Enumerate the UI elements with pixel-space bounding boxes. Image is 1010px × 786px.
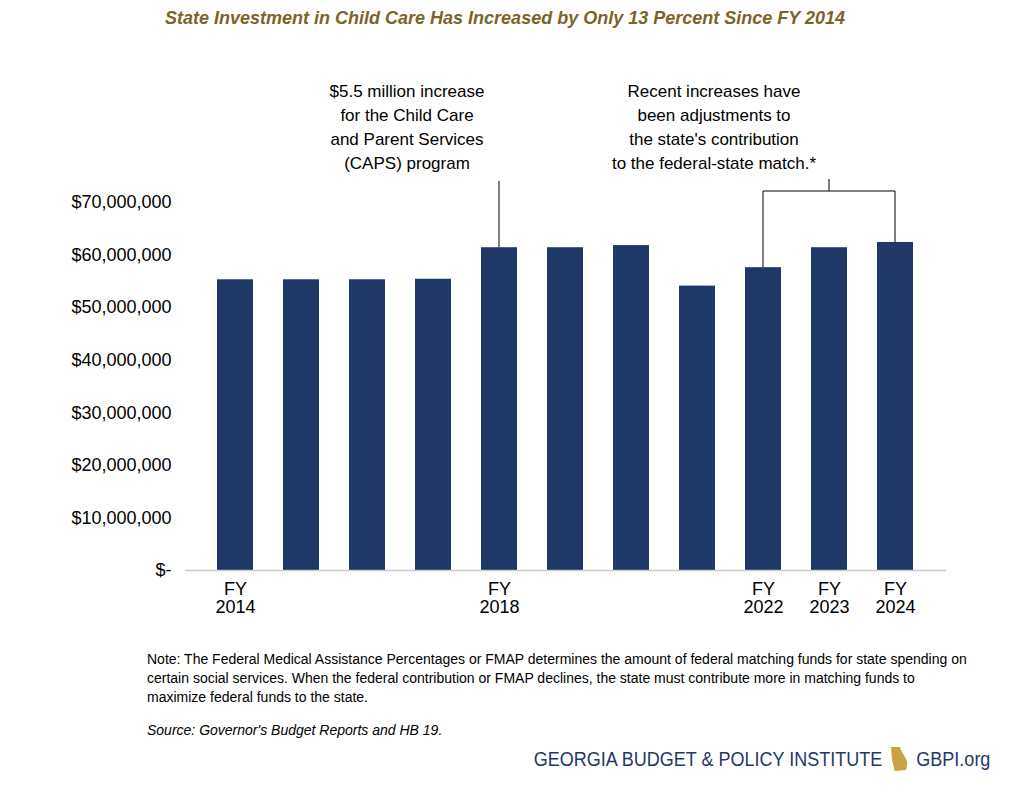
svg-text:Recent increases havebeen adju: Recent increases havebeen adjustments to… (612, 82, 816, 173)
svg-text:$-: $- (155, 560, 171, 580)
svg-text:$70,000,000: $70,000,000 (71, 192, 171, 212)
svg-text:$5.5 million increasefor the C: $5.5 million increasefor the Child Carea… (330, 82, 485, 173)
svg-text:$50,000,000: $50,000,000 (71, 297, 171, 317)
svg-text:FY2014: FY2014 (215, 579, 255, 617)
svg-text:$60,000,000: $60,000,000 (71, 245, 171, 265)
svg-text:$40,000,000: $40,000,000 (71, 350, 171, 370)
svg-text:$30,000,000: $30,000,000 (71, 403, 171, 423)
html-text:GEORGIA BUDGET & POLICY INSTIT: GEORGIA BUDGET & POLICY INSTITUTE (533, 747, 882, 770)
svg-text:$20,000,000: $20,000,000 (71, 455, 171, 475)
html-text:Note: The Federal Medical Assi: Note: The Federal Medical Assistance Per… (147, 651, 967, 705)
svg-text:FY2018: FY2018 (479, 579, 519, 617)
html-text:GBPI.org: GBPI.org (916, 747, 990, 770)
html-text:Source: Governor's Budget Repo: Source: Governor's Budget Reports and HB… (147, 722, 443, 738)
svg-text:FY2024: FY2024 (875, 579, 915, 617)
svg-text:FY2023: FY2023 (809, 579, 849, 617)
svg-text:FY2022: FY2022 (743, 579, 783, 617)
html-text:State Investment in Child Care: State Investment in Child Care Has Incre… (165, 8, 845, 28)
svg-text:$10,000,000: $10,000,000 (71, 508, 171, 528)
